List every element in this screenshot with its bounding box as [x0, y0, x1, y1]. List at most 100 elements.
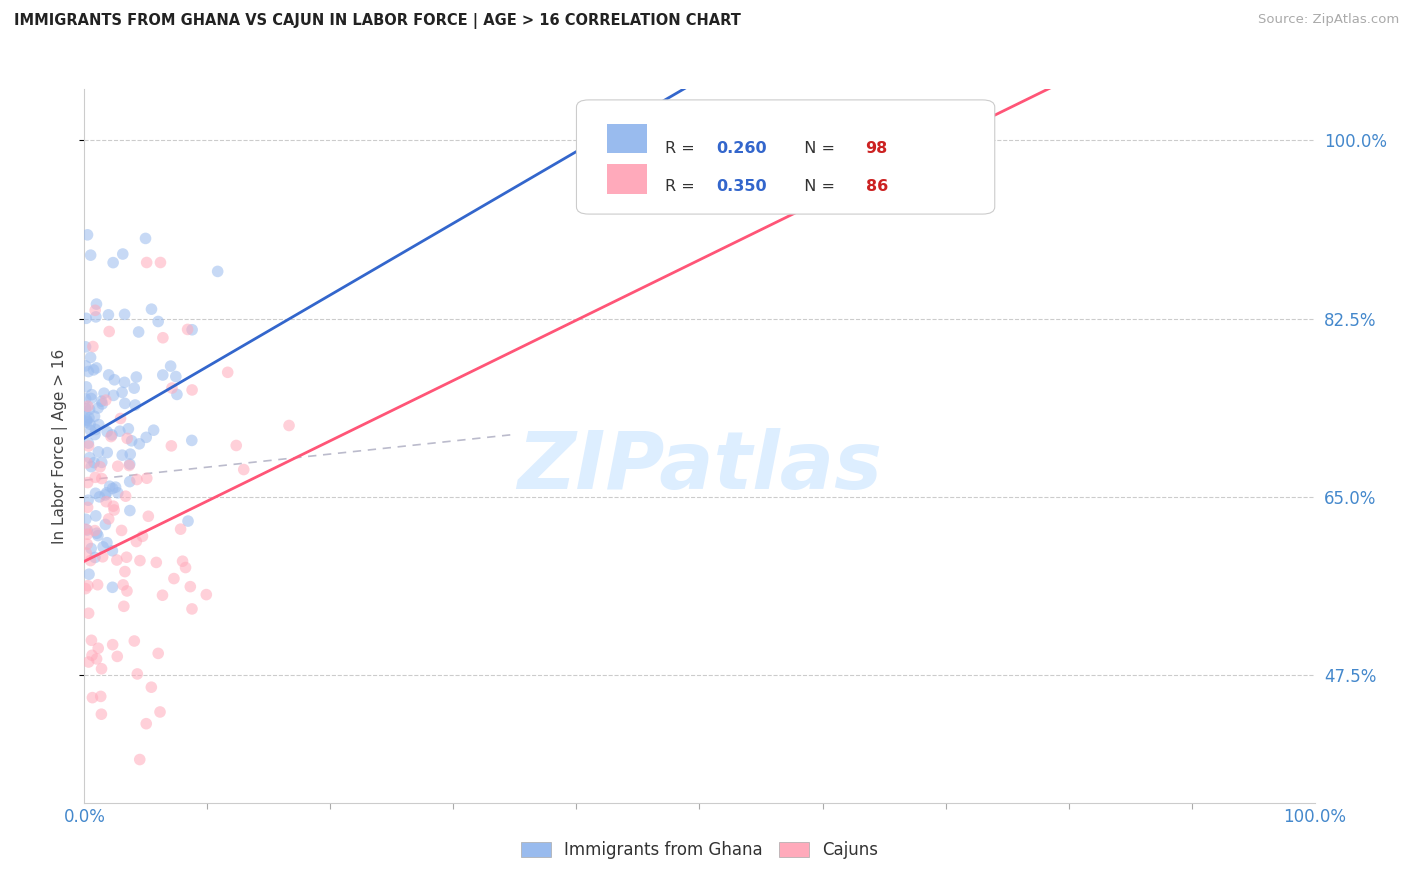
Point	[112, 599, 135, 614]
Point	[149, 826, 172, 840]
Point	[114, 565, 136, 579]
Point	[77, 411, 100, 425]
Point	[169, 522, 191, 536]
Point	[110, 411, 132, 425]
Point	[87, 401, 110, 415]
Point	[172, 554, 194, 568]
Point	[86, 578, 108, 592]
Y-axis label: In Labor Force | Age > 16: In Labor Force | Age > 16	[52, 349, 69, 543]
Point	[80, 633, 103, 648]
Point	[76, 415, 98, 429]
Point	[101, 428, 124, 442]
Point	[225, 438, 247, 452]
Point	[80, 392, 103, 406]
Point	[86, 652, 108, 666]
Point	[83, 456, 105, 470]
Point	[107, 459, 129, 474]
Text: 98: 98	[866, 141, 887, 156]
Point	[79, 417, 101, 432]
Point	[75, 311, 97, 326]
Point	[75, 359, 97, 373]
Point	[75, 522, 97, 536]
Point	[117, 422, 139, 436]
Point	[135, 471, 157, 485]
Text: R =: R =	[665, 179, 700, 194]
Point	[180, 434, 202, 448]
Point	[135, 716, 157, 731]
Point	[75, 512, 97, 526]
Point	[141, 680, 163, 694]
Point	[124, 398, 146, 412]
Point	[75, 401, 97, 416]
Text: 86: 86	[866, 179, 887, 194]
Point	[76, 500, 98, 515]
Point	[111, 385, 134, 400]
FancyBboxPatch shape	[607, 164, 647, 194]
Point	[84, 303, 107, 318]
Point	[115, 584, 138, 599]
Point	[91, 540, 114, 554]
Point	[166, 387, 188, 401]
Point	[101, 580, 124, 594]
Point	[114, 376, 136, 390]
Point	[120, 447, 142, 461]
Point	[79, 450, 101, 465]
Point	[84, 486, 107, 500]
Point	[91, 397, 114, 411]
Point	[104, 480, 127, 494]
Text: N =: N =	[794, 179, 841, 194]
Point	[96, 425, 118, 439]
Point	[121, 434, 143, 448]
Point	[76, 413, 98, 427]
Point	[79, 248, 101, 262]
Point	[98, 479, 121, 493]
Point	[87, 641, 110, 656]
Point	[135, 430, 157, 444]
Point	[80, 459, 103, 474]
Point	[77, 493, 100, 508]
Point	[87, 445, 110, 459]
Point	[177, 514, 200, 528]
Point	[114, 396, 136, 410]
Point	[75, 380, 97, 394]
Point	[75, 392, 97, 406]
Point	[118, 503, 141, 517]
Point	[93, 386, 115, 401]
Point	[90, 394, 112, 409]
Point	[176, 322, 198, 336]
Point	[103, 373, 125, 387]
Point	[111, 448, 134, 462]
Point	[232, 462, 254, 476]
Point	[96, 494, 118, 508]
Point	[77, 365, 100, 379]
Point	[90, 472, 112, 486]
Point	[77, 567, 100, 582]
Point	[80, 387, 103, 401]
Point	[89, 490, 111, 504]
Point	[136, 509, 159, 524]
Point	[98, 325, 121, 339]
Point	[152, 588, 174, 602]
Point	[128, 325, 150, 339]
Point	[145, 556, 167, 570]
Point	[100, 429, 122, 443]
FancyBboxPatch shape	[607, 124, 647, 153]
Point	[134, 231, 156, 245]
Point	[118, 457, 141, 471]
Point	[108, 424, 131, 438]
Point	[97, 368, 120, 382]
Point	[135, 255, 157, 269]
Point	[118, 458, 141, 473]
Text: IMMIGRANTS FROM GHANA VS CAJUN IN LABOR FORCE | AGE > 16 CORRELATION CHART: IMMIGRANTS FROM GHANA VS CAJUN IN LABOR …	[14, 13, 741, 29]
Point	[76, 227, 98, 242]
Point	[94, 488, 117, 502]
Point	[76, 579, 98, 593]
Point	[148, 646, 170, 660]
Point	[125, 370, 148, 384]
Point	[107, 485, 129, 500]
Point	[84, 427, 107, 442]
FancyBboxPatch shape	[576, 100, 995, 214]
Point	[77, 439, 100, 453]
Point	[195, 588, 218, 602]
Point	[165, 369, 187, 384]
